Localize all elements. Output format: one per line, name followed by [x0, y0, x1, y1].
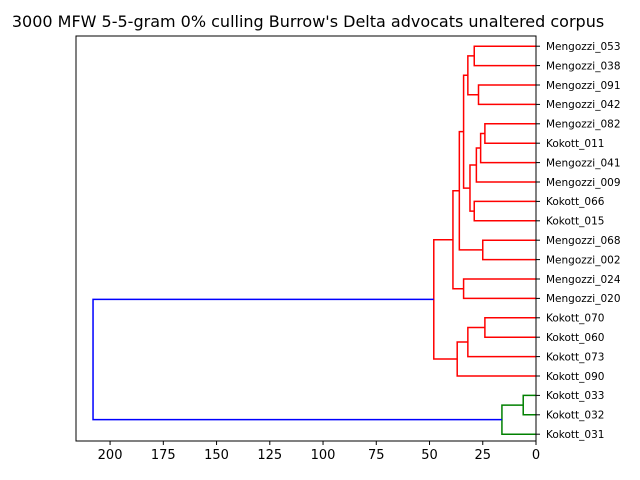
x-tick-label: 150	[204, 448, 229, 463]
leaf-label: Mengozzi_041	[546, 157, 621, 169]
dendrogram-link	[456, 341, 536, 377]
leaf-label: Kokott_031	[546, 429, 604, 441]
dendrogram-link	[484, 317, 536, 338]
x-axis-ticks: 200 175 150 125 100 75 50 25 0	[98, 441, 540, 463]
leaf-label: Kokott_015	[546, 216, 604, 228]
x-tick-label: 0	[532, 448, 540, 463]
leaf-label: Mengozzi_020	[546, 293, 621, 305]
plot-area-frame	[75, 35, 537, 442]
x-tick-label: 75	[368, 448, 385, 463]
x-tick-label: 175	[151, 448, 176, 463]
dendrogram-link	[433, 238, 458, 360]
chart-title: 3000 MFW 5-5-gram 0% culling Burrow's De…	[12, 12, 604, 31]
leaf-label: Kokott_060	[546, 332, 604, 344]
x-tick-label: 25	[474, 448, 491, 463]
leaf-label: Mengozzi_009	[546, 177, 621, 189]
dendrogram-link	[469, 164, 477, 212]
dendrogram-link	[462, 278, 536, 300]
leaf-label: Mengozzi_002	[546, 254, 621, 266]
dendrogram-link	[462, 74, 470, 189]
dendrogram-link	[484, 123, 536, 144]
dendrogram-link	[452, 190, 464, 290]
dendrogram-link	[501, 404, 536, 435]
leaf-label: Mengozzi_053	[546, 41, 621, 53]
dendrogram-link	[467, 326, 536, 358]
x-tick-label: 200	[98, 448, 123, 463]
leaf-label: Kokott_011	[546, 138, 604, 150]
leaf-label: Mengozzi_042	[546, 99, 621, 111]
leaf-label: Mengozzi_024	[546, 274, 621, 286]
dendrogram-link	[482, 239, 536, 261]
dendrogram-link	[479, 132, 536, 164]
dendrogram-link	[475, 147, 536, 183]
leaf-labels: Mengozzi_053 Mengozzi_038 Mengozzi_091 Meng…	[536, 41, 621, 441]
dendrogram-link	[522, 394, 536, 416]
dendrogram-link	[477, 84, 536, 106]
leaf-label: Mengozzi_091	[546, 80, 621, 92]
x-tick-label: 125	[257, 448, 282, 463]
x-tick-label: 50	[421, 448, 438, 463]
leaf-label: Kokott_032	[546, 410, 604, 422]
leaf-label: Kokott_033	[546, 390, 604, 402]
x-tick-label: 100	[311, 448, 336, 463]
leaf-label: Kokott_070	[546, 313, 604, 325]
leaf-label: Kokott_090	[546, 371, 604, 383]
dendrogram-link	[473, 45, 536, 67]
dendrogram-link	[92, 298, 502, 421]
leaf-label: Kokott_073	[546, 351, 604, 363]
dendrogram-links	[92, 45, 536, 435]
leaf-label: Kokott_066	[546, 196, 605, 208]
leaf-label: Mengozzi_082	[546, 119, 621, 131]
dendrogram-link	[473, 200, 536, 222]
dendrogram-link	[467, 55, 479, 96]
leaf-label: Mengozzi_068	[546, 235, 621, 247]
leaf-label: Mengozzi_038	[546, 60, 621, 72]
